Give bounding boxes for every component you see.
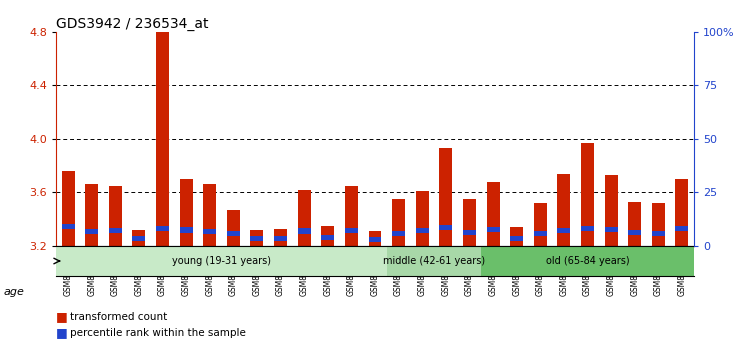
Bar	[345, 228, 358, 233]
Bar	[510, 235, 524, 241]
Bar	[156, 226, 169, 231]
Bar	[133, 236, 146, 241]
Bar	[581, 227, 594, 232]
Bar	[203, 229, 216, 234]
Bar	[251, 236, 263, 241]
Text: transformed count: transformed count	[70, 312, 167, 322]
Text: old (65-84 years): old (65-84 years)	[546, 256, 629, 266]
Bar	[274, 236, 287, 241]
Bar	[345, 186, 358, 246]
Bar	[557, 174, 571, 246]
Bar	[581, 143, 594, 246]
Bar	[463, 230, 476, 235]
Bar	[628, 202, 641, 246]
Bar	[321, 226, 334, 246]
Text: young (19-31 years): young (19-31 years)	[172, 256, 271, 266]
Text: age: age	[4, 287, 25, 297]
Bar	[482, 246, 694, 276]
Bar	[440, 225, 452, 230]
Bar	[676, 179, 688, 246]
Bar	[652, 203, 664, 246]
Bar	[274, 229, 287, 246]
Bar	[487, 182, 500, 246]
Bar	[604, 175, 617, 246]
Bar	[298, 190, 310, 246]
Bar	[203, 184, 216, 246]
Bar	[676, 226, 688, 231]
Bar	[56, 246, 387, 276]
Bar	[321, 235, 334, 240]
Bar	[368, 231, 382, 246]
Bar	[86, 184, 98, 246]
Bar	[387, 246, 482, 276]
Text: ■: ■	[56, 326, 68, 339]
Bar	[534, 203, 547, 246]
Bar	[109, 186, 122, 246]
Bar	[557, 228, 571, 233]
Bar	[368, 237, 382, 242]
Bar	[251, 230, 263, 246]
Text: ■: ■	[56, 310, 68, 323]
Text: percentile rank within the sample: percentile rank within the sample	[70, 328, 246, 338]
Text: middle (42-61 years): middle (42-61 years)	[383, 256, 485, 266]
Bar	[133, 230, 146, 246]
Bar	[62, 171, 74, 246]
Bar	[416, 228, 429, 233]
Bar	[298, 228, 310, 234]
Bar	[510, 227, 524, 246]
Bar	[392, 199, 405, 246]
Bar	[179, 179, 193, 246]
Bar	[62, 224, 74, 229]
Bar	[487, 227, 500, 232]
Bar	[463, 199, 476, 246]
Bar	[226, 210, 240, 246]
Bar	[156, 32, 169, 246]
Bar	[179, 227, 193, 233]
Text: GDS3942 / 236534_at: GDS3942 / 236534_at	[56, 17, 208, 31]
Bar	[628, 230, 641, 235]
Bar	[534, 230, 547, 236]
Bar	[652, 230, 664, 236]
Bar	[226, 231, 240, 236]
Bar	[440, 148, 452, 246]
Bar	[604, 227, 617, 232]
Bar	[392, 230, 405, 236]
Bar	[86, 229, 98, 234]
Bar	[109, 228, 122, 233]
Bar	[416, 191, 429, 246]
